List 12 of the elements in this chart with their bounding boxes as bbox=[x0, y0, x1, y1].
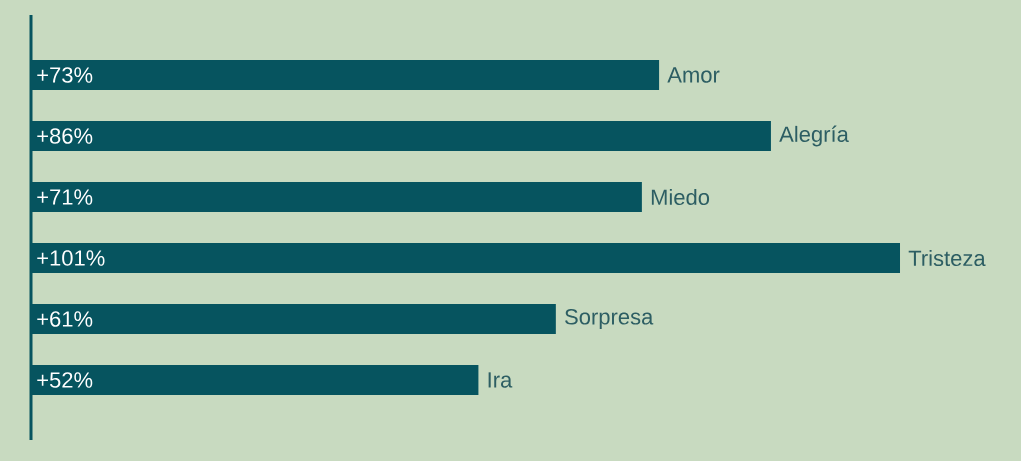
y-tick-label: Miedo bbox=[651, 188, 710, 206]
y-tick-label: Tristeza bbox=[908, 249, 986, 267]
data-label: +71% bbox=[37, 189, 93, 205]
data-label: +101% bbox=[37, 250, 105, 266]
y-tick-label: Ira bbox=[488, 372, 513, 388]
data-label: +52% bbox=[37, 372, 93, 388]
data-label: +61% bbox=[37, 311, 93, 327]
y-tick-label: Amor bbox=[667, 67, 720, 83]
y-tick-label: Sorpresa bbox=[565, 309, 654, 329]
data-label: +73% bbox=[37, 67, 93, 83]
y-tick-label: Alegría bbox=[779, 125, 849, 147]
data-label: +86% bbox=[37, 128, 93, 144]
